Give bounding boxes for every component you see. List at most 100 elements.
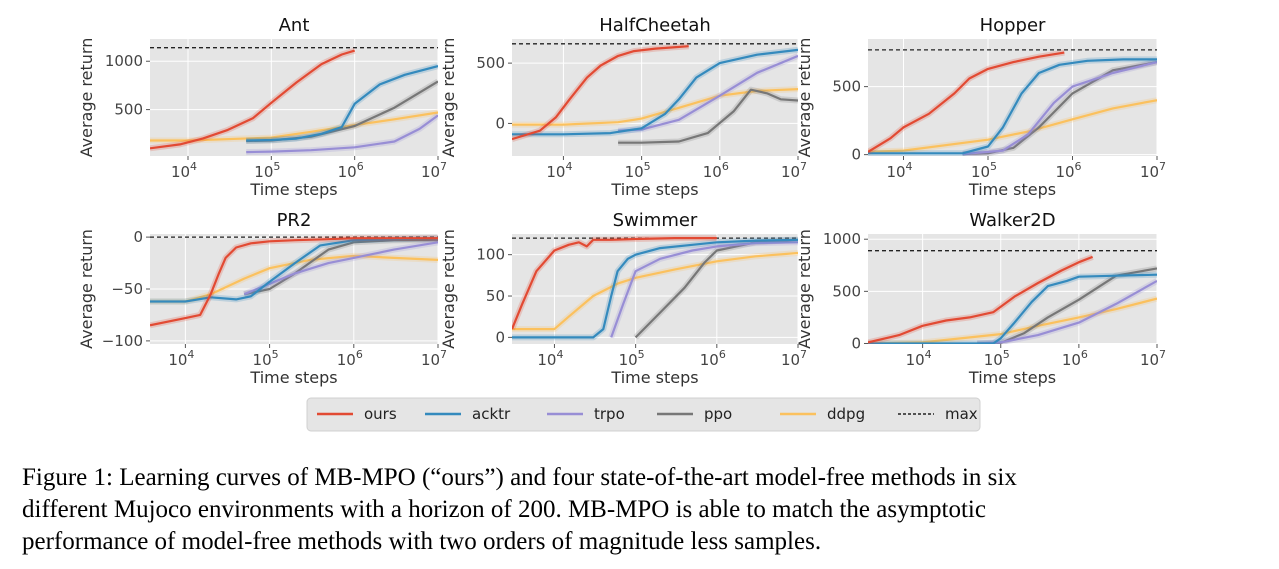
x-axis-label: Time steps [610, 180, 698, 199]
series-line-acktr [246, 65, 438, 142]
panel-title: HalfCheetah [599, 15, 711, 36]
legend: ours acktr trpo ppo ddpg max [306, 397, 981, 432]
series-line-ours [868, 255, 1093, 344]
legend-label-trpo: trpo [594, 405, 625, 423]
x-tick-label: 104 [171, 160, 197, 181]
x-tick-label: 107 [1140, 160, 1166, 181]
legend-label-ours: ours [364, 405, 397, 423]
series-line-trpo [246, 114, 438, 154]
legend-label-max: max [945, 405, 978, 423]
series-line-ppo [962, 61, 1157, 156]
x-tick-label: 105 [984, 348, 1010, 369]
plot-background [512, 39, 798, 156]
series-line-ddpg [512, 88, 798, 126]
series-line-ours [868, 51, 1065, 153]
legend-label-ppo: ppo [704, 405, 732, 423]
series-line-trpo [243, 241, 438, 296]
x-axis-label: Time steps [249, 180, 337, 199]
x-tick-label: 104 [906, 348, 932, 369]
series-line-trpo [610, 241, 798, 338]
series-line-trpo [977, 279, 1157, 344]
x-axis-label: Time steps [249, 368, 337, 387]
x-tick-label: 105 [619, 348, 645, 369]
series-line-ours [512, 237, 717, 330]
x-axis-label: Time steps [968, 180, 1056, 199]
y-tick-label: 1000 [823, 230, 861, 248]
caption-line: performance of model-free methods with t… [22, 528, 822, 555]
legend-box [306, 397, 981, 432]
series-line-acktr [512, 238, 798, 339]
y-axis-label: Average return [439, 38, 458, 158]
panel-hopper: 104 105 106 107 0 500 Hopper Time steps Average … [795, 15, 1166, 199]
x-tick-label: 104 [537, 348, 563, 369]
series-line-trpo [962, 61, 1157, 156]
y-tick-label: 500 [832, 78, 861, 96]
caption-line: Figure 1: Learning curves of MB-MPO (“ou… [22, 464, 1017, 491]
series-group [868, 49, 1157, 156]
y-tick-label: 50 [486, 287, 505, 305]
x-tick-label: 107 [1140, 348, 1166, 369]
panel-pr2: 104 105 106 107 −100 −50 0 PR2 Time steps Average… [77, 210, 447, 387]
series-line-ours [512, 45, 689, 141]
y-axis-label: Average return [77, 38, 96, 158]
legend-label-ddpg: ddpg [827, 405, 865, 423]
x-axis-label: Time steps [610, 368, 698, 387]
legend-label-acktr: acktr [472, 405, 511, 423]
series-line-ours [150, 237, 438, 327]
y-axis-label: Average return [795, 229, 814, 349]
x-tick-label: 106 [337, 348, 363, 369]
panel-title: PR2 [277, 210, 312, 231]
plot-background [868, 39, 1157, 156]
y-tick-label: 0 [133, 228, 143, 246]
panel-title: Ant [279, 15, 310, 36]
x-tick-label: 106 [703, 160, 729, 181]
y-tick-label: 500 [476, 54, 505, 72]
series-line-acktr [868, 58, 1157, 155]
caption-line: different Mujoco environments with a hor… [22, 496, 986, 523]
series-group [868, 250, 1157, 344]
series-group [512, 235, 798, 341]
panel-walker2d: 104 105 106 107 0 500 1000 Walker2D Time steps Av… [795, 210, 1166, 387]
x-tick-label: 106 [700, 348, 726, 369]
y-tick-label: −50 [111, 280, 143, 298]
y-tick-label: 100 [476, 246, 505, 264]
y-axis-label: Average return [77, 229, 96, 349]
y-tick-label: 500 [114, 101, 143, 119]
x-tick-label: 105 [253, 348, 279, 369]
panel-title: Walker2D [969, 210, 1055, 231]
y-tick-label: 500 [832, 282, 861, 300]
panel-halfcheetah: 104 105 106 107 0 500 HalfCheetah Time steps Ave… [439, 15, 807, 199]
series-group [150, 47, 438, 156]
x-tick-label: 106 [1062, 348, 1088, 369]
y-tick-label: −100 [102, 332, 143, 350]
y-tick-label: 0 [851, 334, 861, 352]
x-tick-label: 104 [886, 160, 912, 181]
panel-title: Hopper [980, 15, 1046, 36]
x-tick-label: 105 [625, 160, 651, 181]
x-tick-label: 107 [781, 160, 807, 181]
x-tick-label: 107 [421, 160, 447, 181]
x-tick-label: 105 [254, 160, 280, 181]
y-tick-label: 0 [495, 114, 505, 132]
x-tick-label: 107 [781, 348, 807, 369]
x-tick-label: 104 [168, 348, 194, 369]
panel-title: Swimmer [613, 210, 698, 231]
series-line-ddpg [150, 111, 438, 142]
series-line-ours [150, 49, 356, 150]
x-tick-label: 106 [1055, 160, 1081, 181]
x-tick-label: 107 [421, 348, 447, 369]
panel-ant: 104 105 106 107 500 1000 Ant Time steps Average … [77, 15, 447, 199]
y-axis-label: Average return [439, 229, 458, 349]
panel-swimmer: 104 105 106 107 0 50 100 Swimmer Time steps Avera… [439, 210, 807, 387]
series-line-ddpg [868, 99, 1157, 153]
series-line-ppo [618, 88, 798, 144]
y-tick-label: 0 [851, 146, 861, 164]
series-line-acktr [868, 273, 1157, 344]
series-group [512, 43, 798, 146]
series-line-ddpg [512, 251, 798, 331]
x-tick-label: 106 [338, 160, 364, 181]
series-group [150, 235, 438, 329]
series-line-acktr [150, 237, 438, 303]
y-tick-label: 0 [495, 328, 505, 346]
